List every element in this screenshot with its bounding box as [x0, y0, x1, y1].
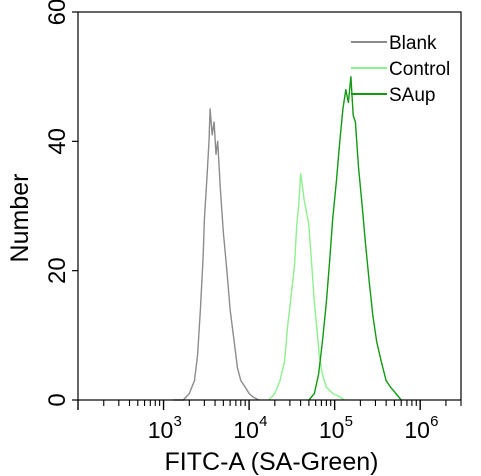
y-axis-title: Number [6, 174, 34, 263]
legend-label: Control [389, 59, 450, 80]
legend-item-control: Control [351, 59, 450, 80]
x-axis-title: FITC-A (SA-Green) [165, 448, 379, 476]
x-tick-label: 10 3 [148, 413, 182, 443]
legend-label: SAup [389, 85, 435, 106]
x-tick-label-base: 10 [404, 417, 430, 443]
x-tick-label: 10 6 [404, 413, 438, 443]
x-tick-label-exponent: 3 [174, 413, 182, 430]
legend-label: Blank [389, 33, 437, 54]
plot-frame [77, 11, 462, 401]
x-tick-label-base: 10 [233, 417, 259, 443]
series-line-control [268, 173, 345, 401]
legend: Blank Control SAup [351, 33, 450, 106]
x-tick-label-exponent: 4 [259, 413, 267, 430]
plot-area [173, 76, 402, 401]
x-tick-label-exponent: 6 [430, 413, 438, 430]
axis-labels: FITC-A (SA-Green) Number [6, 174, 378, 476]
y-tick-label: 60 [44, 0, 71, 25]
y-tick-label: 0 [44, 393, 71, 406]
legend-item-blank: Blank [351, 33, 437, 54]
x-tick-label-base: 10 [319, 417, 345, 443]
y-tick-label: 40 [44, 128, 71, 155]
x-tick-label-exponent: 5 [345, 413, 353, 430]
x-tick-label: 10 4 [233, 413, 267, 443]
y-tick-label: 20 [44, 257, 71, 284]
series-line-saup [308, 76, 402, 401]
x-tick-label-base: 10 [148, 417, 174, 443]
legend-item-saup: SAup [351, 85, 435, 106]
series-line-blank [173, 108, 260, 401]
x-tick-label: 10 5 [319, 413, 353, 443]
